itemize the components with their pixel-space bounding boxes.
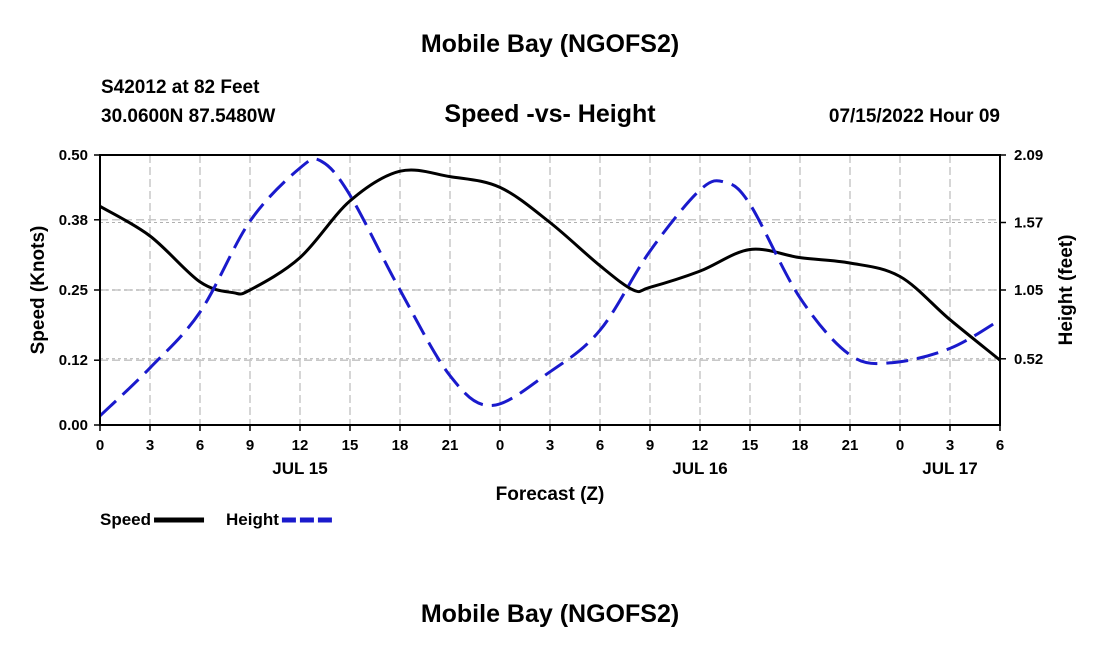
x-tick-label: 12 <box>292 437 309 454</box>
x-tick-label: 18 <box>792 437 809 454</box>
series-layer <box>98 157 1001 417</box>
y2-tick-label: 2.09 <box>1014 147 1043 164</box>
axes-layer: 0 3 6 9 12 15 18 21 0 3 6 9 12 15 18 21 0 3 6 0.00 0.12 0.25 0… <box>59 147 1043 478</box>
y-axis-title: Speed (Knots) <box>28 226 49 355</box>
x-tick-label: 0 <box>896 437 904 454</box>
station-label: S42012 at 82 Feet <box>101 77 260 98</box>
x-tick-label: 0 <box>96 437 104 454</box>
series-line-speed <box>99 168 1001 362</box>
x-tick-label: 18 <box>392 437 409 454</box>
station-coordinates: 30.0600N 87.5480W <box>101 106 276 127</box>
legend: Speed Height <box>100 510 332 529</box>
chart-subtitle: Speed -vs- Height <box>444 100 656 128</box>
x-tick-label: 9 <box>646 437 654 454</box>
x-tick-label: 6 <box>196 437 204 454</box>
y2-tick-label: 1.05 <box>1014 282 1043 299</box>
x-tick-label: 21 <box>842 437 859 454</box>
y-tick-label: 0.25 <box>59 282 88 299</box>
x-tick-label: 6 <box>996 437 1004 454</box>
y-tick-label: 0.38 <box>59 212 88 229</box>
x-axis-title: Forecast (Z) <box>496 484 605 505</box>
x-tick-label: 0 <box>496 437 504 454</box>
footer-title: Mobile Bay (NGOFS2) <box>420 600 680 628</box>
x-tick-label: 15 <box>742 437 759 454</box>
x-tick-label: 6 <box>596 437 604 454</box>
legend-label-height: Height <box>226 510 279 529</box>
x-tick-label: 15 <box>342 437 359 454</box>
x-tick-label: 3 <box>546 437 554 454</box>
y-tick-label: 0.12 <box>59 352 88 369</box>
date-label: JUL 16 <box>672 459 727 478</box>
y2-tick-label: 1.57 <box>1014 215 1043 232</box>
y-tick-label: 0.00 <box>59 417 88 434</box>
x-tick-label: 3 <box>946 437 954 454</box>
y2-axis-title: Height (feet) <box>1056 235 1077 346</box>
x-tick-label: 12 <box>692 437 709 454</box>
date-label: JUL 15 <box>272 459 327 478</box>
chart-main-title: Mobile Bay (NGOFS2) <box>420 30 680 58</box>
date-label: JUL 17 <box>922 459 977 478</box>
x-tick-label: 21 <box>442 437 459 454</box>
forecast-datetime: 07/15/2022 Hour 09 <box>828 106 1000 127</box>
x-tick-label: 9 <box>246 437 254 454</box>
series-line-height <box>98 157 1001 417</box>
y2-tick-label: 0.52 <box>1014 351 1043 368</box>
legend-label-speed: Speed <box>100 510 151 529</box>
grid-lines <box>100 154 1000 425</box>
x-tick-label: 3 <box>146 437 154 454</box>
y-tick-label: 0.50 <box>59 147 88 164</box>
